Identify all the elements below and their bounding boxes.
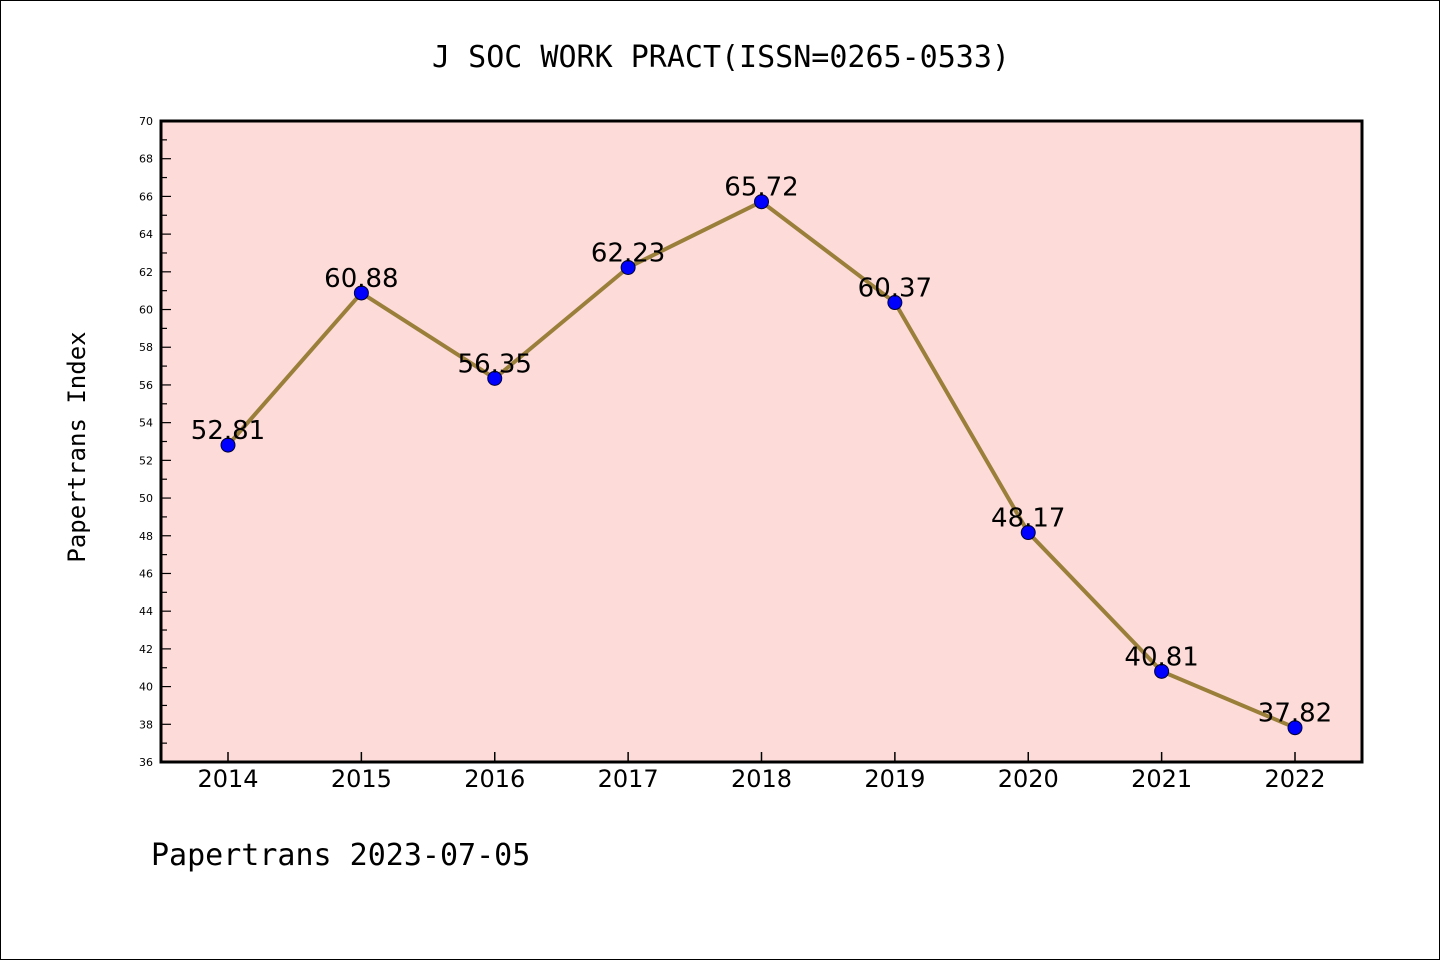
data-label: 52.81 [191, 416, 265, 446]
data-point [887, 295, 903, 311]
data-point [1020, 525, 1036, 541]
y-tick-label: 68 [139, 153, 153, 166]
y-tick-label: 58 [139, 341, 153, 354]
data-point [220, 437, 236, 453]
y-tick-label: 40 [139, 681, 153, 694]
y-tick-label: 62 [139, 266, 153, 279]
x-tick-label: 2018 [731, 765, 792, 793]
y-tick-label: 60 [139, 304, 153, 317]
data-point [620, 259, 636, 275]
y-tick-label: 54 [139, 417, 153, 430]
plot-area [161, 121, 1362, 762]
y-tick-label: 66 [139, 190, 153, 203]
plot-frame [159, 119, 1364, 764]
x-tick-label: 2015 [331, 765, 392, 793]
x-tick-label: 2016 [464, 765, 525, 793]
data-label: 62.23 [591, 238, 665, 268]
y-tick-label: 42 [139, 643, 153, 656]
y-tick-label: 52 [139, 454, 153, 467]
data-label: 65.72 [724, 173, 798, 203]
data-point [1154, 663, 1170, 679]
y-tick-label: 48 [139, 530, 153, 543]
y-tick-label: 70 [139, 115, 153, 128]
data-labels: 52.81 60.88 56.35 62.23 65.72 60.37 48.17 40.81… [191, 173, 1332, 729]
data-markers [220, 194, 1303, 736]
x-axis: 2014 2015 2016 2017 2018 2019 2020 2021 2022 [197, 752, 1326, 793]
data-label: 60.37 [858, 274, 932, 304]
data-point [353, 285, 369, 301]
x-tick-label: 2022 [1264, 765, 1325, 793]
data-label: 40.81 [1124, 642, 1198, 672]
y-tick-label: 38 [139, 718, 153, 731]
x-tick-label: 2021 [1131, 765, 1192, 793]
y-tick-label: 36 [139, 756, 153, 769]
chart-title: J SOC WORK PRACT(ISSN=0265-0533) [432, 40, 1010, 75]
data-label: 60.88 [324, 264, 398, 294]
data-point [1287, 720, 1303, 736]
x-tick-label: 2019 [864, 765, 925, 793]
x-tick-label: 2020 [998, 765, 1059, 793]
y-tick-label: 50 [139, 492, 153, 505]
y-tick-label: 44 [139, 605, 153, 618]
data-label: 56.35 [458, 349, 532, 379]
y-axis: 36 38 40 42 44 46 48 50 52 54 56 58 60 62 64 66 68 70 [139, 115, 171, 769]
y-tick-label: 56 [139, 379, 153, 392]
data-label: 48.17 [991, 504, 1065, 534]
y-tick-label: 64 [139, 228, 153, 241]
x-tick-label: 2014 [197, 765, 258, 793]
y-axis-label: Papertrans Index [63, 331, 91, 562]
footer-text: Papertrans 2023-07-05 [151, 838, 530, 873]
y-tick-label: 46 [139, 567, 153, 580]
x-tick-label: 2017 [598, 765, 659, 793]
data-point [754, 194, 769, 210]
data-label: 37.82 [1258, 699, 1332, 729]
data-point [487, 370, 503, 386]
